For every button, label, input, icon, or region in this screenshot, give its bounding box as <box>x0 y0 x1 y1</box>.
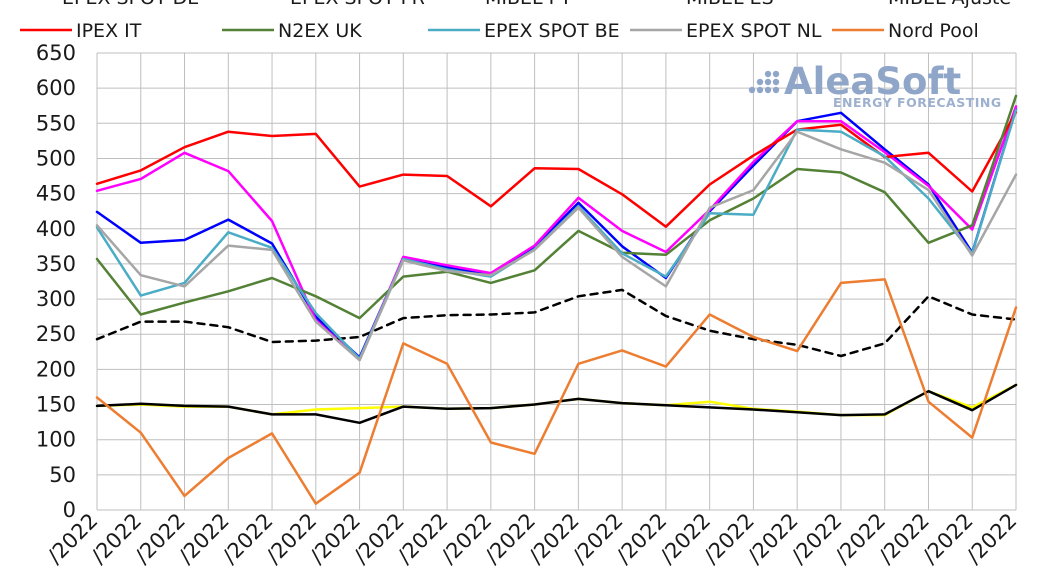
series-line-nord-pool <box>95 278 1018 505</box>
legend-label: Nord Pool <box>888 20 979 42</box>
y-tick-label: 50 <box>49 463 76 487</box>
legend-entry-cut: EPEX SPOT FR <box>290 0 425 9</box>
x-tick-label: /2022 <box>962 509 1022 569</box>
logo-tagline: ENERGY FORECASTING <box>833 95 1002 110</box>
legend-label: N2EX UK <box>278 20 362 42</box>
legend-label: EPEX SPOT NL <box>686 20 822 42</box>
y-tick-label: 250 <box>36 322 76 346</box>
y-tick-label: 0 <box>63 498 76 522</box>
y-tick-label: 400 <box>36 217 76 241</box>
y-tick-label: 100 <box>36 428 76 452</box>
y-tick-label: 650 <box>36 41 76 65</box>
x-axis-ticks: /2022/2022/2022/2022/2022/2022/2022/2022… <box>43 509 1022 569</box>
legend-label: EPEX SPOT BE <box>484 20 620 42</box>
series-line-n2ex-uk <box>95 94 1018 320</box>
series-line-epex-spot-nl <box>95 130 1018 362</box>
y-tick-label: 350 <box>36 252 76 276</box>
y-tick-label: 150 <box>36 393 76 417</box>
logo-name: AleaSoft <box>784 60 961 103</box>
series-line-unlabeled-0 <box>95 107 1018 359</box>
series-line-unlabeled-4 <box>95 288 1018 358</box>
y-tick-label: 500 <box>36 146 76 170</box>
y-axis-ticks: 0 50 100 150 200 250 300 350 400 450 500 550 600 650 <box>36 41 76 522</box>
legend-entry-cut: MIBEL ES <box>686 0 774 9</box>
legend-label: IPEX IT <box>76 20 142 42</box>
series-line-ipex-it <box>95 110 1018 228</box>
y-tick-label: 450 <box>36 182 76 206</box>
y-tick-label: 600 <box>36 76 76 100</box>
series-line-unlabeled-3 <box>95 383 1018 425</box>
series-line-unlabeled-1 <box>95 105 1018 361</box>
logo-dots-icon <box>748 70 780 94</box>
y-tick-label: 200 <box>36 357 76 381</box>
grid <box>96 52 1017 511</box>
aleasoft-logo: AleaSoft ENERGY FORECASTING <box>748 60 1002 110</box>
y-tick-label: 550 <box>36 111 76 135</box>
y-tick-label: 300 <box>36 287 76 311</box>
legend-entry-cut: MIBEL Ajuste <box>888 0 1011 9</box>
series-lines <box>95 94 1018 505</box>
legend: EPEX SPOT DE EPEX SPOT FR MIBEL PT MIBEL ES… <box>20 0 1011 42</box>
legend-entry-cut: EPEX SPOT DE <box>62 0 199 9</box>
legend-entry-cut: MIBEL PT <box>485 0 572 9</box>
